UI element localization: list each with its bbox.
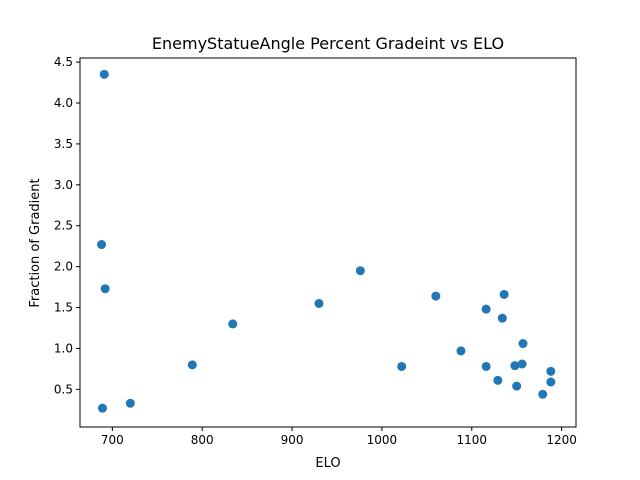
data-point (546, 366, 556, 376)
data-point (538, 389, 548, 399)
data-point (481, 361, 491, 371)
data-point (397, 361, 407, 371)
x-tick-label: 1000 (367, 433, 398, 447)
y-tick-label: 1.5 (54, 301, 73, 315)
x-tick-label: 1200 (546, 433, 577, 447)
x-tick-label: 1100 (456, 433, 487, 447)
data-point (97, 240, 107, 250)
data-point (497, 313, 507, 323)
y-tick-label: 4.0 (54, 96, 73, 110)
data-point (431, 291, 441, 301)
data-point (97, 403, 107, 413)
y-tick-label: 3.0 (54, 178, 73, 192)
data-point (99, 69, 109, 79)
y-tick-label: 3.5 (54, 137, 73, 151)
data-point (314, 298, 324, 308)
data-point (456, 346, 466, 356)
data-point (355, 266, 365, 276)
data-point (228, 319, 238, 329)
data-point (187, 360, 197, 370)
data-point (125, 398, 135, 408)
data-point (499, 289, 509, 299)
y-axis-label: Fraction of Gradient (28, 178, 43, 307)
data-point (518, 339, 528, 349)
axes-frame (79, 57, 577, 428)
y-tick-label: 4.5 (54, 55, 73, 69)
y-tick-label: 2.5 (54, 219, 73, 233)
y-tick-label: 2.0 (54, 260, 73, 274)
y-tick-label: 0.5 (54, 382, 73, 396)
data-point (481, 304, 491, 314)
x-axis-label: ELO (315, 456, 340, 471)
chart-title: EnemyStatueAngle Percent Gradeint vs ELO (152, 34, 504, 53)
x-tick-label: 700 (101, 433, 124, 447)
data-point (517, 359, 527, 369)
data-point (100, 284, 110, 294)
data-point (512, 381, 522, 391)
x-tick-label: 900 (281, 433, 304, 447)
data-point (510, 361, 520, 371)
plot-area: 700 800 900 1000 1100 1200 0.5 1.0 1.5 2.0 2.5 3.0 3… (54, 55, 577, 447)
data-point (546, 377, 556, 387)
data-point (493, 375, 503, 385)
x-tick-label: 800 (191, 433, 214, 447)
y-tick-label: 1.0 (54, 341, 73, 355)
